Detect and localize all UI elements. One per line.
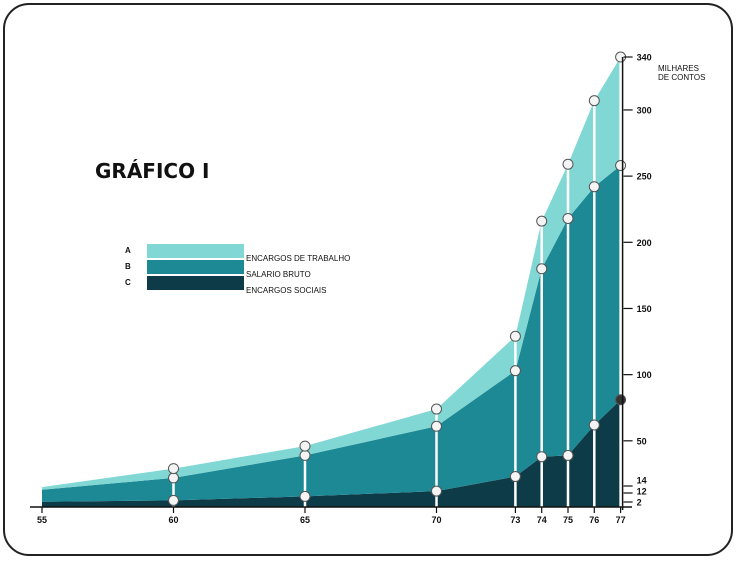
data-point bbox=[509, 365, 521, 377]
y-tick-label: 14 bbox=[637, 476, 647, 486]
data-point bbox=[168, 463, 179, 475]
y-tick-label: 150 bbox=[637, 304, 652, 314]
y-tick-label: 100 bbox=[637, 370, 652, 380]
legend-swatch bbox=[147, 260, 244, 274]
legend-key: B bbox=[125, 262, 131, 271]
data-point bbox=[588, 419, 600, 431]
x-tick-label: 73 bbox=[510, 515, 520, 525]
legend-key: C bbox=[125, 278, 131, 287]
y-tick-label: 2 bbox=[637, 498, 642, 508]
area-encargos-de-trabalho bbox=[42, 57, 621, 490]
data-point bbox=[588, 95, 600, 107]
data-point bbox=[536, 263, 548, 275]
data-point bbox=[431, 420, 442, 432]
data-point bbox=[536, 215, 548, 227]
y-tick-label: 250 bbox=[637, 172, 652, 182]
legend-swatch bbox=[147, 244, 244, 258]
data-point bbox=[299, 449, 311, 461]
y-axis-label: MILHARES DE CONTOS bbox=[658, 64, 705, 82]
legend-label: ENCARGOS DE TRABALHO bbox=[246, 254, 350, 263]
data-point bbox=[562, 449, 574, 461]
y-tick-label: 50 bbox=[637, 436, 647, 446]
legend-label: ENCARGOS SOCIAIS bbox=[246, 286, 326, 295]
area-encargos-sociais bbox=[42, 399, 621, 507]
x-tick-label: 76 bbox=[589, 515, 599, 525]
x-tick-label: 70 bbox=[431, 515, 441, 525]
data-point bbox=[431, 403, 442, 415]
data-point bbox=[431, 485, 442, 497]
data-point bbox=[509, 471, 521, 483]
x-tick-label: 60 bbox=[168, 515, 178, 525]
area-salario-bruto bbox=[42, 165, 621, 502]
data-point bbox=[509, 330, 521, 342]
data-point bbox=[562, 158, 574, 170]
y-tick-label: 340 bbox=[637, 53, 652, 63]
data-point bbox=[536, 451, 548, 463]
legend-swatch bbox=[147, 276, 244, 290]
data-point bbox=[299, 440, 311, 452]
y-tick-label: 300 bbox=[637, 105, 652, 115]
legend-key: A bbox=[125, 246, 131, 255]
data-point bbox=[168, 494, 179, 506]
x-tick-label: 65 bbox=[300, 515, 310, 525]
data-point bbox=[615, 160, 627, 172]
y-tick-label: 12 bbox=[637, 487, 647, 497]
chart-frame bbox=[3, 3, 733, 556]
x-tick-label: 74 bbox=[537, 515, 547, 525]
data-point bbox=[588, 181, 600, 193]
x-tick-label: 75 bbox=[563, 515, 573, 525]
chart-title: GRÁFICO I bbox=[95, 159, 209, 183]
data-point bbox=[168, 472, 179, 484]
data-point bbox=[615, 394, 627, 406]
y-tick-label: 200 bbox=[637, 238, 652, 248]
data-point bbox=[299, 490, 311, 502]
data-point bbox=[562, 212, 574, 224]
x-tick-label: 55 bbox=[37, 515, 47, 525]
legend-label: SALARIO BRUTO bbox=[246, 270, 311, 279]
x-tick-label: 77 bbox=[616, 515, 626, 525]
